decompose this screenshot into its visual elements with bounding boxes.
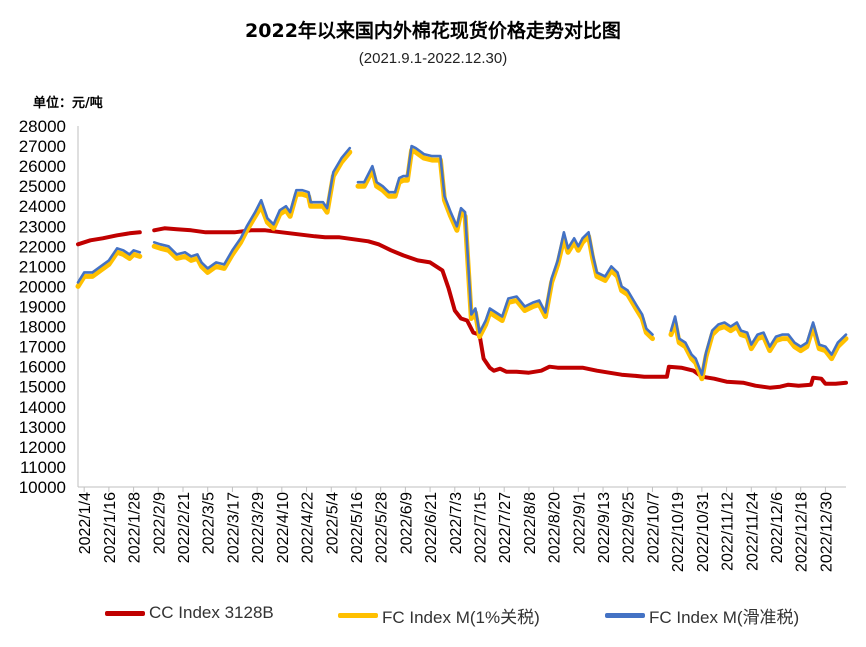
x-tick-label: 2022/12/30 xyxy=(818,492,835,572)
y-axis-unit-label: 单位：元/吨 xyxy=(33,96,103,111)
y-tick-label: 22000 xyxy=(19,237,66,256)
series-line-0 xyxy=(76,230,142,247)
y-tick-label: 17000 xyxy=(19,338,66,357)
x-tick-label: 2022/5/4 xyxy=(324,492,341,554)
y-tick-label: 23000 xyxy=(19,217,66,236)
y-tick-label: 11000 xyxy=(20,458,66,477)
x-tick-label: 2022/6/21 xyxy=(423,492,440,563)
y-tick-label: 18000 xyxy=(19,318,66,337)
x-tick-label: 2022/12/18 xyxy=(794,492,811,572)
x-tick-label: 2022/10/7 xyxy=(645,492,662,563)
x-tick-label: 2022/2/9 xyxy=(151,492,168,554)
series-line-2 xyxy=(356,144,654,336)
x-tick-label: 2022/2/21 xyxy=(176,492,193,563)
legend-item-fc-index-1pct: FC Index M(1%关税) xyxy=(338,603,540,628)
y-tick-label: 26000 xyxy=(19,157,66,176)
x-tick-label: 2022/6/9 xyxy=(398,492,415,554)
x-tick-label: 2022/1/28 xyxy=(127,492,144,563)
y-tick-label: 14000 xyxy=(19,398,66,417)
y-tick-label: 27000 xyxy=(19,137,66,156)
y-tick-label: 28000 xyxy=(19,117,66,136)
x-tick-label: 2022/5/16 xyxy=(349,492,366,563)
x-tick-label: 2022/5/28 xyxy=(374,492,391,563)
series-line-2 xyxy=(152,146,352,270)
x-tick-label: 2022/4/22 xyxy=(300,492,317,563)
x-tick-label: 2022/7/27 xyxy=(497,492,514,563)
x-tick-label: 2022/12/6 xyxy=(769,492,786,563)
x-tick-label: 2022/7/15 xyxy=(473,492,490,563)
y-tick-label: 25000 xyxy=(19,177,66,196)
legend-label-cc-index: CC Index 3128B xyxy=(149,603,274,622)
y-tick-label: 24000 xyxy=(19,197,66,216)
x-tick-label: 2022/1/4 xyxy=(77,492,94,554)
x-tick-label: 2022/11/12 xyxy=(720,492,737,571)
series-line-2 xyxy=(669,315,848,376)
y-tick-label: 12000 xyxy=(19,438,66,457)
legend-label-fc-index-1pct: FC Index M(1%关税) xyxy=(382,608,540,627)
y-tick-label: 15000 xyxy=(19,378,66,397)
x-tick-label: 2022/10/19 xyxy=(670,492,687,572)
x-tick-label: 2022/8/8 xyxy=(522,492,539,554)
x-tick-label: 2022/4/10 xyxy=(275,492,292,563)
x-tick-label: 2022/9/25 xyxy=(621,492,638,563)
legend-swatch-cc-index xyxy=(105,610,145,616)
x-tick-label: 2022/8/20 xyxy=(547,492,564,563)
legend-label-fc-index-sliding: FC Index M(滑准税) xyxy=(649,608,800,627)
legend-item-cc-index: CC Index 3128B xyxy=(105,603,274,623)
chart-subtitle: (2021.9.1-2022.12.30) xyxy=(358,50,508,67)
series-line-1 xyxy=(75,249,143,289)
x-tick-label: 2022/9/13 xyxy=(596,492,613,563)
x-tick-label: 2022/3/5 xyxy=(201,492,218,554)
legend-item-fc-index-sliding: FC Index M(滑准税) xyxy=(605,603,799,628)
series-line-1 xyxy=(151,149,353,275)
x-tick-label: 2022/9/1 xyxy=(571,492,588,554)
y-tick-label: 13000 xyxy=(19,418,66,437)
y-tick-label: 16000 xyxy=(19,358,66,377)
series-line-1 xyxy=(668,320,849,382)
chart-title: 2022年以来国内外棉花现货价格走势对比图 xyxy=(245,20,621,42)
x-tick-label: 2022/7/3 xyxy=(448,492,465,554)
x-tick-label: 2022/1/16 xyxy=(102,492,119,563)
series-line-0 xyxy=(152,226,848,390)
y-tick-label: 10000 xyxy=(19,478,66,497)
y-tick-label: 20000 xyxy=(19,277,66,296)
y-tick-label: 21000 xyxy=(19,257,66,276)
x-tick-label: 2022/3/17 xyxy=(225,492,242,563)
x-tick-label: 2022/3/29 xyxy=(250,492,267,563)
chart-legend: CC Index 3128B FC Index M(1%关税) FC Index… xyxy=(0,603,866,633)
series-line-2 xyxy=(76,247,142,284)
legend-swatch-fc-index-1pct xyxy=(338,613,378,618)
y-tick-label: 19000 xyxy=(19,298,66,317)
legend-swatch-fc-index-sliding xyxy=(605,613,645,618)
x-tick-label: 2022/11/24 xyxy=(744,492,761,571)
x-tick-label: 2022/10/31 xyxy=(695,492,712,572)
series-line-1 xyxy=(355,147,655,342)
